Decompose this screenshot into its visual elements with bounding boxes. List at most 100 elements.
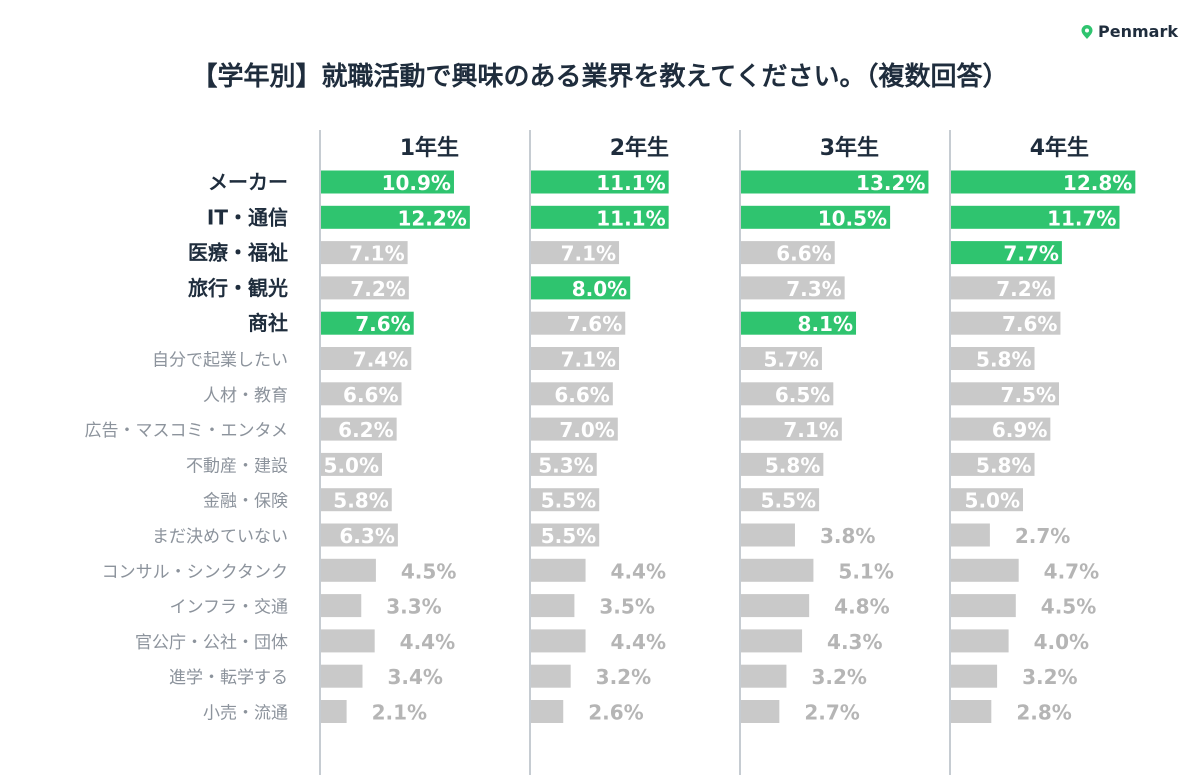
category-label: メーカー [208,170,288,194]
data-label: 12.8% [1063,171,1132,195]
category-label: IT・通信 [207,205,288,229]
data-label: 3.2% [811,665,866,689]
bar [321,170,454,194]
bar [741,241,835,265]
bar [321,700,347,723]
bar [951,311,1061,335]
data-label: 12.2% [397,206,466,230]
bar [531,594,575,618]
category-label: まだ決めていない [152,527,288,547]
category-label: 広告・マスコミ・エンタメ [85,421,289,441]
data-label: 11.1% [596,171,665,195]
category-label: インフラ・交通 [170,598,289,618]
data-label: 3.2% [596,665,651,689]
data-label: 3.8% [820,524,875,548]
data-label: 4.8% [834,595,889,619]
bar [951,488,1023,512]
bar [531,488,600,512]
data-label: 2.7% [1015,524,1070,548]
bar [741,629,803,653]
bar [741,523,795,547]
bar [531,452,597,476]
data-label: 5.0% [324,453,379,477]
bar [321,488,392,512]
data-label: 7.1% [561,348,616,372]
category-label: 商社 [248,311,288,335]
brand-name: Penmark [1098,22,1178,41]
data-label: 4.0% [1034,630,1089,654]
data-label: 8.1% [798,312,853,336]
data-label: 7.2% [996,277,1051,301]
data-label: 7.1% [349,242,404,266]
bar [531,311,626,335]
data-label: 5.5% [761,489,816,513]
data-label: 5.1% [838,559,893,583]
data-label: 8.0% [572,277,627,301]
bar [951,629,1009,653]
data-label: 7.1% [561,242,616,266]
data-label: 5.7% [763,348,818,372]
category-label: 医療・福祉 [188,241,288,265]
data-label: 5.0% [965,489,1020,513]
bar [741,664,787,688]
data-label: 7.5% [1001,383,1056,407]
bar [951,664,998,688]
data-label: 3.5% [599,595,654,619]
bar [531,241,620,265]
data-label: 3.4% [387,665,442,689]
category-label: 小売・流通 [203,704,288,724]
data-label: 4.5% [401,559,456,583]
data-label: 7.0% [559,418,614,442]
data-label: 4.3% [827,630,882,654]
bar [321,594,362,618]
bar [741,170,929,194]
bar [951,241,1062,265]
bar [951,276,1055,300]
data-label: 6.6% [554,383,609,407]
bar [531,170,669,194]
data-label: 6.2% [338,418,393,442]
bar [531,347,620,370]
data-label: 5.8% [976,348,1031,372]
bar [741,558,814,582]
bar [951,523,990,547]
bar [321,205,470,229]
bar [321,347,412,370]
data-label: 11.1% [596,206,665,230]
bar [741,488,820,512]
bar [531,629,586,653]
data-label: 7.3% [786,277,841,301]
bar [531,382,613,406]
data-label: 5.3% [538,453,593,477]
data-label: 2.8% [1016,701,1071,725]
bar [741,205,891,229]
data-label: 7.6% [1002,312,1057,336]
data-label: 6.5% [775,383,830,407]
data-label: 7.6% [355,312,410,336]
data-label: 2.7% [804,701,859,725]
bar [951,558,1019,582]
bar [531,276,631,300]
data-label: 2.1% [372,701,427,725]
data-label: 6.9% [992,418,1047,442]
data-label: 10.9% [382,171,451,195]
data-label: 5.8% [765,453,820,477]
data-label: 5.5% [541,524,596,548]
bar [951,347,1035,370]
bar [741,276,845,300]
data-label: 5.8% [976,453,1031,477]
bar [951,700,992,723]
category-label: 官公庁・公社・団体 [135,633,288,653]
data-label: 5.8% [333,489,388,513]
bar [531,558,586,582]
data-label: 7.7% [1003,242,1058,266]
bar [321,417,397,441]
data-label: 6.6% [343,383,398,407]
bar [321,382,402,406]
bar [531,700,564,723]
category-label: コンサル・シンクタンク [102,562,288,582]
pin-icon [1081,24,1093,39]
category-label: 旅行・観光 [188,276,288,300]
category-label: 不動産・建設 [186,456,288,476]
